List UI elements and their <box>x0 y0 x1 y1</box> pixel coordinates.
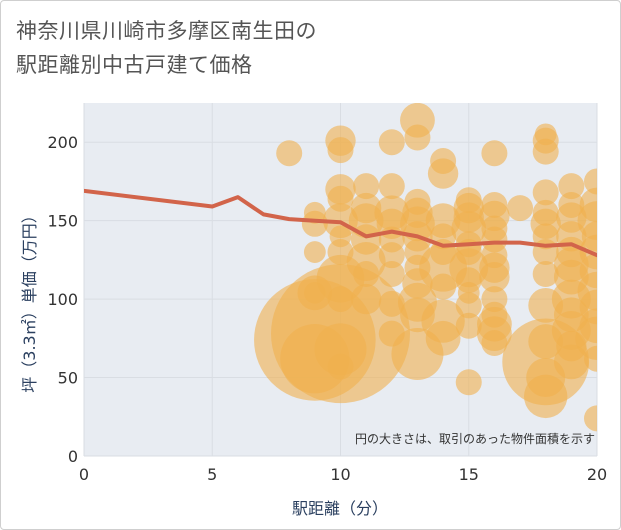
data-bubble <box>378 242 405 269</box>
data-bubble <box>301 210 328 237</box>
data-bubble <box>427 158 459 189</box>
data-bubble <box>532 138 559 165</box>
x-tick-label: 5 <box>207 465 217 484</box>
data-bubble <box>378 261 405 288</box>
data-bubble <box>481 140 508 167</box>
chart-title: 神奈川県川崎市多摩区南生田の 駅距離別中古戸建て価格 <box>16 14 317 82</box>
data-bubble <box>430 273 457 300</box>
data-bubble <box>303 241 326 263</box>
data-bubble <box>425 320 461 356</box>
data-bubble <box>455 292 482 319</box>
data-bubble <box>507 195 534 222</box>
data-bubble <box>327 353 354 380</box>
y-axis-label: 坪（3.3㎡）単価（万円） <box>20 207 39 392</box>
data-bubble <box>353 173 380 200</box>
x-tick-label: 15 <box>459 465 479 484</box>
data-bubble <box>553 344 589 380</box>
x-tick-label: 20 <box>587 465 607 484</box>
data-bubble <box>479 261 510 293</box>
data-bubble <box>314 323 367 376</box>
y-tick-label: 100 <box>47 290 78 309</box>
data-bubble <box>327 137 354 164</box>
data-bubble <box>558 173 585 200</box>
y-tick-label: 150 <box>47 212 78 231</box>
data-bubble <box>276 140 303 167</box>
y-tick-label: 50 <box>58 369 78 388</box>
chart-title-line1: 神奈川県川崎市多摩区南生田の <box>16 19 317 43</box>
x-tick-label: 10 <box>330 465 350 484</box>
y-tick-label: 200 <box>47 133 78 152</box>
data-bubble <box>584 405 597 432</box>
y-tick-label: 0 <box>68 447 78 466</box>
data-bubble <box>353 261 380 288</box>
data-bubble <box>455 312 482 339</box>
data-bubble <box>350 283 382 315</box>
data-bubble <box>532 261 559 288</box>
trend-line-group <box>84 188 597 258</box>
data-bubble <box>378 173 405 200</box>
x-axis-label: 駅距離（分） <box>292 499 388 518</box>
size-annotation: 円の大きさは、取引のあった物件面積を示す <box>355 431 595 446</box>
data-bubble <box>378 290 405 317</box>
data-bubble <box>532 179 559 206</box>
data-bubble <box>481 330 508 357</box>
x-tick-label: 0 <box>79 465 89 484</box>
data-bubble <box>378 129 405 156</box>
average-trend-line <box>84 188 597 258</box>
data-bubble <box>584 345 597 372</box>
data-bubble <box>404 124 431 151</box>
chart-title-line2: 駅距離別中古戸建て価格 <box>16 53 253 77</box>
data-bubble <box>524 374 568 419</box>
data-bubble <box>455 369 482 396</box>
